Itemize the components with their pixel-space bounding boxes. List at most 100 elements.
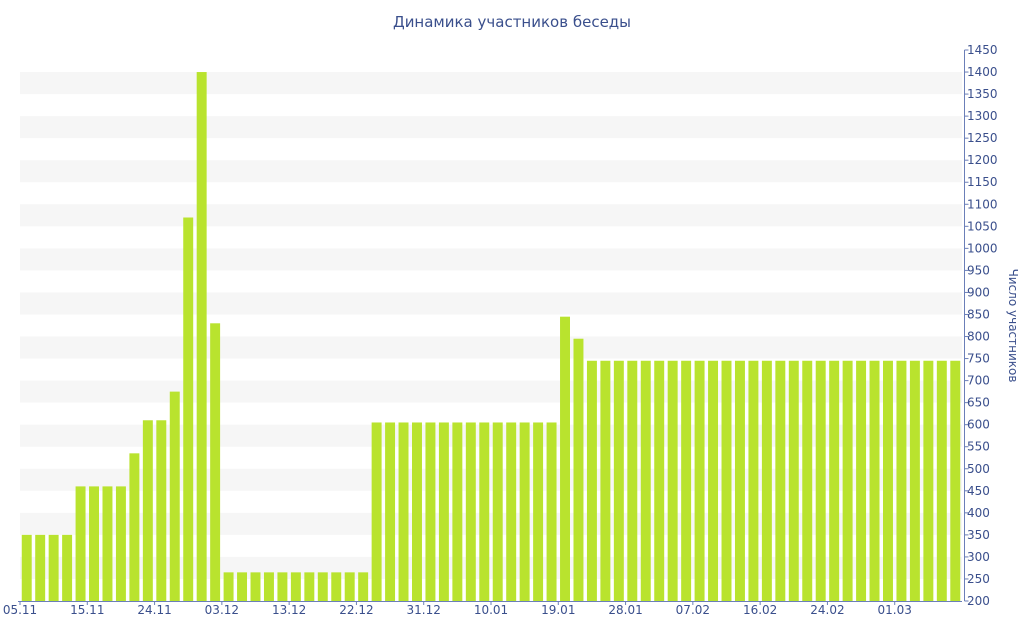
bar: [654, 360, 665, 601]
bar: [183, 217, 194, 601]
bar: [438, 422, 449, 601]
bar: [277, 572, 288, 601]
y-tick-label: 1000: [967, 241, 998, 255]
bar: [142, 420, 153, 601]
bar: [115, 486, 126, 601]
bar: [694, 360, 705, 601]
bar: [721, 360, 732, 601]
x-tick-label: 01.03: [878, 603, 912, 617]
x-tick-label: 28.01: [608, 603, 642, 617]
bar: [263, 572, 274, 601]
bar: [317, 572, 328, 601]
bar: [573, 338, 584, 601]
bar: [425, 422, 436, 601]
bar: [883, 360, 893, 601]
bar: [775, 360, 786, 601]
bar: [492, 422, 503, 601]
y-tick-label: 1200: [967, 153, 998, 167]
y-tick-label: 300: [967, 550, 990, 564]
y-tick-label: 1050: [967, 219, 998, 233]
bar: [156, 420, 167, 601]
x-tick-label: 13.12: [272, 603, 306, 617]
bar: [506, 422, 517, 601]
y-tick-label: 350: [967, 528, 990, 542]
bar: [600, 360, 611, 601]
bar: [802, 360, 813, 601]
bar: [129, 453, 140, 601]
bar: [761, 360, 772, 601]
x-tick-label: 03.12: [205, 603, 239, 617]
y-tick-label: 1100: [967, 197, 998, 211]
bar: [398, 422, 409, 601]
y-tick-label: 250: [967, 572, 990, 586]
bar: [89, 486, 99, 601]
y-tick-label: 700: [967, 374, 990, 388]
bar: [586, 360, 597, 601]
y-tick-label: 600: [967, 418, 990, 432]
x-tick-label: 19.01: [541, 603, 575, 617]
grid-band: [20, 336, 962, 359]
bar: [950, 360, 961, 601]
grid-band: [20, 160, 962, 183]
chart-title: Динамика участников беседы: [392, 13, 632, 31]
bar: [21, 534, 32, 601]
bar: [708, 360, 719, 601]
y-tick-label: 850: [967, 307, 990, 321]
bar: [896, 360, 907, 601]
bar: [533, 422, 544, 601]
x-tick-label: 22.12: [339, 603, 373, 617]
bar: [250, 572, 261, 601]
bar: [829, 360, 840, 601]
y-tick-label: 450: [967, 484, 990, 498]
y-tick-label: 400: [967, 506, 990, 520]
bar: [210, 323, 221, 601]
grid-band: [20, 292, 962, 315]
bar: [371, 422, 382, 601]
y-tick-label: 1300: [967, 109, 998, 123]
bar: [237, 572, 248, 601]
x-tick-label: 05.11: [3, 603, 37, 617]
bar: [35, 534, 46, 601]
bar: [196, 72, 207, 602]
bar: [385, 422, 396, 601]
bar: [290, 572, 301, 601]
y-tick-label: 900: [967, 285, 990, 299]
bar: [869, 360, 880, 601]
bar: [519, 422, 530, 601]
x-tick-label: 31.12: [407, 603, 441, 617]
bar: [75, 486, 86, 601]
bar: [936, 360, 947, 601]
y-tick-label: 1400: [967, 65, 998, 79]
bar: [48, 534, 59, 601]
grid-band: [20, 248, 962, 271]
x-tick-label: 10.01: [474, 603, 508, 617]
bar: [667, 360, 678, 601]
y-tick-label: 500: [967, 462, 990, 476]
bar: [640, 360, 651, 601]
bar: [909, 360, 920, 601]
y-tick-label: 800: [967, 330, 990, 344]
bar: [842, 360, 853, 601]
y-tick-label: 1250: [967, 131, 998, 145]
y-tick-label: 1450: [967, 43, 998, 57]
y-tick-label: 1150: [967, 175, 998, 189]
bar: [452, 422, 463, 601]
x-tick-label: 07.02: [676, 603, 710, 617]
y-axis-title: Число участников: [1006, 269, 1020, 383]
grid-band: [20, 204, 962, 227]
bar: [734, 360, 745, 601]
bar: [923, 360, 934, 601]
bar: [560, 316, 570, 601]
y-tick-label: 950: [967, 263, 990, 277]
y-tick-label: 550: [967, 440, 990, 454]
bar: [815, 360, 826, 601]
x-tick-label: 16.02: [743, 603, 777, 617]
x-tick-label: 24.11: [137, 603, 171, 617]
bar: [627, 360, 638, 601]
bar: [344, 572, 355, 601]
bar: [479, 422, 490, 601]
bar: [681, 360, 692, 601]
y-tick-label: 1350: [967, 87, 998, 101]
bar: [465, 422, 476, 601]
